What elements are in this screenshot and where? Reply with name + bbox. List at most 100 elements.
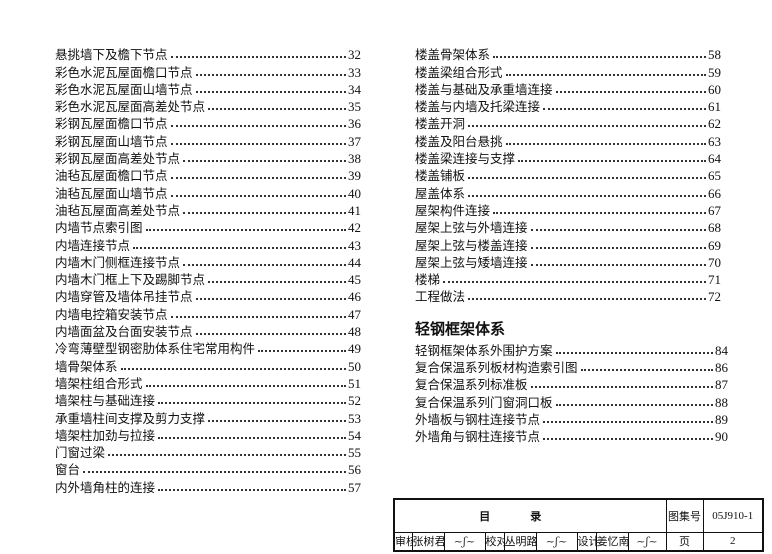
toc-entry: 屋架上弦与外墙连接 68: [415, 218, 721, 235]
toc-entry-title: 复合保温系列板材构造索引图: [415, 360, 578, 376]
toc-entry-title: 彩钢瓦屋面高差处节点: [55, 151, 181, 167]
toc-entry-title: 屋架上弦与矮墙连接: [415, 254, 528, 270]
dot-leader: [145, 229, 346, 232]
toc-entry-page: 60: [708, 81, 721, 97]
toc-entry-page: 50: [348, 358, 361, 374]
toc-entry: 楼盖与基础及承重墙连接 60: [415, 80, 721, 97]
page-label: 页: [665, 531, 704, 552]
toc-entry: 内墙面盆及台面安装节点 48: [55, 322, 361, 339]
dot-leader: [555, 351, 713, 354]
toc-entry-title: 外墙板与钢柱连接节点: [415, 411, 541, 427]
toc-entry-title: 内墙电控箱安装节点: [55, 306, 168, 322]
toc-entry-title: 承重墙柱间支撑及剪力支撑: [55, 410, 206, 426]
dot-leader: [530, 246, 706, 249]
toc-entry-page: 37: [348, 133, 361, 149]
toc-entry-page: 36: [348, 116, 361, 132]
toc-entry: 内外墙角柱的连接 57: [55, 477, 361, 495]
toc-entry-title: 墙架柱组合形式: [55, 375, 143, 391]
toc-entry: 复合保温系列标准板 87: [415, 375, 728, 392]
toc-entry-title: 楼盖梁组合形式: [415, 64, 503, 80]
dot-leader: [158, 488, 346, 491]
section-heading: 轻钢框架体系: [415, 320, 506, 339]
reviewer-signature: ~ʃ~: [443, 531, 486, 552]
toc-entry-page: 55: [348, 445, 361, 461]
toc-entry: 内墙穿管及墙体吊挂节点 46: [55, 287, 361, 304]
dot-leader: [493, 211, 706, 214]
toc-entry-page: 90: [715, 429, 728, 445]
toc-entry: 墙架柱加劲与拉接 54: [55, 426, 361, 443]
toc-entry: 外墙板与钢柱连接节点 89: [415, 410, 728, 427]
toc-entry-page: 46: [348, 289, 361, 305]
toc-entry-title: 内墙穿管及墙体吊挂节点: [55, 289, 193, 305]
toc-entry-page: 44: [348, 254, 361, 270]
toc-entry-title: 楼盖梁连接与支撑: [415, 151, 516, 167]
toc-entry: 复合保温系列门窗洞口板 88: [415, 392, 728, 410]
toc-entry-title: 轻钢框架体系外围护方案: [415, 342, 553, 358]
toc-entry: 彩钢瓦屋面山墙节点 37: [55, 131, 361, 149]
toc-entry-page: 71: [708, 272, 721, 288]
toc-entry-page: 42: [348, 220, 361, 236]
toc-entry-page: 43: [348, 237, 361, 253]
toc-entry-page: 49: [348, 341, 361, 357]
dot-leader: [530, 229, 706, 232]
design-label: 设计: [576, 531, 597, 552]
toc-entry-page: 88: [715, 394, 728, 410]
toc-entry-page: 72: [708, 289, 721, 305]
toc-entry-page: 48: [348, 324, 361, 340]
dot-leader: [555, 403, 713, 406]
title-block: 目录 图集号 05J910-1 审核 张树君 ~ʃ~ 校对 丛明路 ~ʃ~ 设计…: [393, 498, 764, 552]
dot-leader: [83, 471, 346, 474]
toc-entry: 屋架上弦与楼盖连接 69: [415, 235, 721, 253]
toc-entry-page: 54: [348, 427, 361, 443]
reviewer: 张树君: [411, 531, 445, 552]
toc-entry-title: 冷弯薄壁型钢密肋体系住宅常用构件: [55, 341, 256, 357]
toc-entry: 门窗过梁 55: [55, 443, 361, 460]
dot-leader: [518, 160, 706, 163]
toc-entry: 墙架柱组合形式 51: [55, 374, 361, 391]
toc-entry: 内墙节点索引图 42: [55, 218, 361, 235]
dot-leader: [195, 73, 346, 76]
check-label: 校对: [484, 531, 505, 552]
toc-entry-page: 56: [348, 462, 361, 478]
toc-entry: 内墙连接节点 43: [55, 235, 361, 253]
dot-leader: [555, 90, 706, 93]
toc-entry-title: 油毡瓦屋面高差处节点: [55, 202, 181, 218]
toc-entry-title: 彩钢瓦屋面山墙节点: [55, 133, 168, 149]
toc-entry: 屋架构件连接 67: [415, 201, 721, 218]
toc-entry-page: 63: [708, 133, 721, 149]
dot-leader: [208, 108, 346, 111]
toc-entry: 墙骨架体系 50: [55, 356, 361, 374]
toc-entry-title: 彩钢瓦屋面檐口节点: [55, 116, 168, 132]
dot-leader: [530, 386, 713, 389]
toc-entry-page: 39: [348, 168, 361, 184]
toc-entry-title: 楼盖与基础及承重墙连接: [415, 81, 553, 97]
dot-leader: [170, 194, 346, 197]
toc-entry: 彩钢瓦屋面高差处节点 38: [55, 149, 361, 166]
toc-entry: 楼盖与内墙及托梁连接 61: [415, 97, 721, 114]
dot-leader: [120, 367, 346, 370]
checker-signature: ~ʃ~: [535, 531, 578, 552]
toc-entry-page: 65: [708, 168, 721, 184]
toc-entry: 楼盖及阳台悬挑 63: [415, 131, 721, 149]
toc-entry: 内墙木门框上下及踢脚节点 45: [55, 270, 361, 287]
toc-entry-page: 58: [708, 47, 721, 63]
toc-entry: 外墙角与钢柱连接节点 90: [415, 427, 728, 444]
toc-entry-page: 69: [708, 237, 721, 253]
toc-entry-page: 86: [715, 360, 728, 376]
dot-leader: [183, 211, 346, 214]
toc-entry-page: 89: [715, 411, 728, 427]
dot-leader: [258, 350, 346, 353]
toc-entry-title: 内墙木门侧框连接节点: [55, 254, 181, 270]
toc-entry-page: 84: [715, 342, 728, 358]
dot-leader: [208, 419, 346, 422]
toc-entry: 屋架上弦与矮墙连接 70: [415, 253, 721, 270]
toc-entry: 油毡瓦屋面山墙节点 40: [55, 183, 361, 201]
atlas-label: 图集号: [665, 498, 704, 533]
toc-entry: 油毡瓦屋面高差处节点 41: [55, 201, 361, 218]
toc-entry-title: 内墙节点索引图: [55, 220, 143, 236]
toc-entry: 彩钢瓦屋面檐口节点 36: [55, 114, 361, 131]
toc-entry-title: 彩色水泥瓦屋面高差处节点: [55, 99, 206, 115]
toc-entry-page: 61: [708, 99, 721, 115]
toc-entry: 悬挑墙下及檐下节点 32: [55, 45, 361, 62]
dot-leader: [158, 402, 346, 405]
